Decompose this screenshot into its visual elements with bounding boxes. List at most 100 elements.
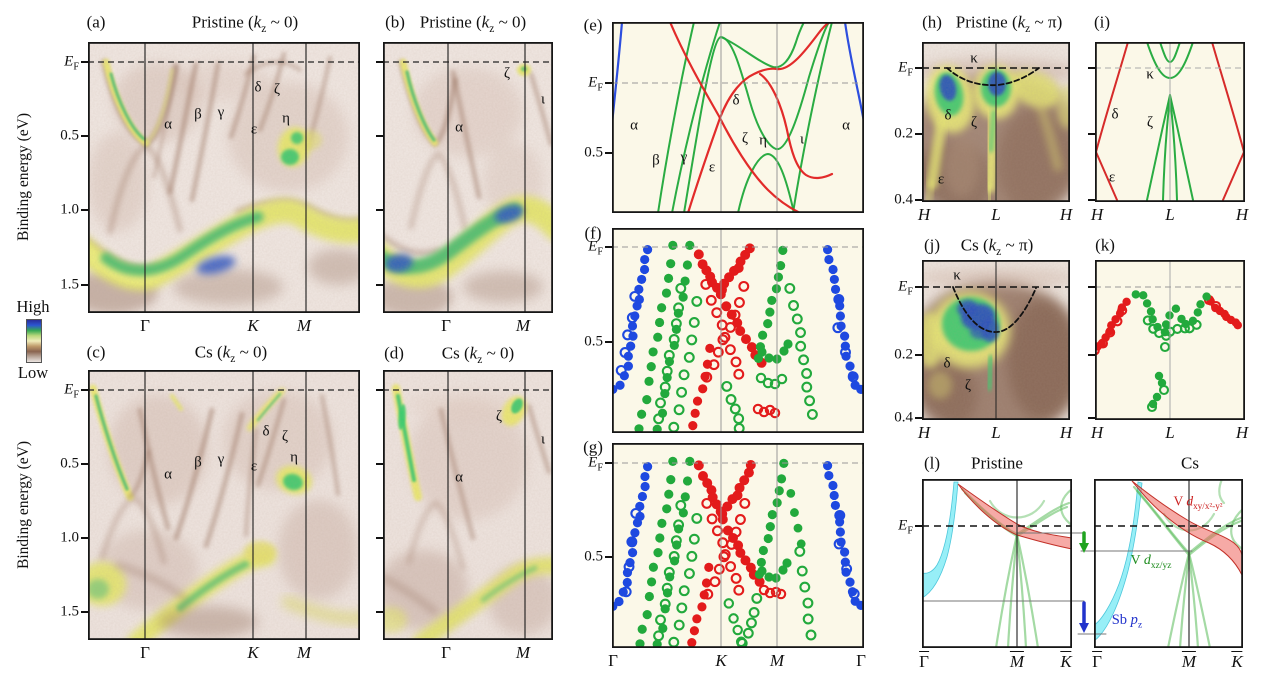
data-point <box>778 565 788 575</box>
data-point <box>643 245 653 255</box>
data-point <box>735 636 747 648</box>
y-tick-mark <box>376 389 383 391</box>
data-point <box>758 406 770 418</box>
y-tick-label: EF <box>588 454 603 474</box>
data-point <box>742 627 754 639</box>
data-point <box>717 334 729 346</box>
data-point <box>824 470 834 481</box>
data-point <box>765 522 775 532</box>
y-tick-label: 0.4 <box>894 409 913 426</box>
data-point <box>659 598 671 610</box>
data-point <box>784 282 796 294</box>
panel-a-canvas <box>88 42 360 313</box>
band-fill <box>1094 481 1143 642</box>
data-point <box>1142 299 1152 308</box>
y-tick-mark <box>915 199 922 201</box>
panel-title: Cs (kz ~ 0) <box>194 342 268 365</box>
band-path <box>1015 532 1040 648</box>
x-tick-label: M <box>296 316 312 335</box>
y-tick-mark <box>1088 354 1095 356</box>
panel-frame <box>88 42 360 313</box>
data-point <box>1112 316 1123 327</box>
data-point <box>659 381 671 393</box>
x-tick-label: M <box>296 643 312 662</box>
y-tick-label: 0.5 <box>584 548 603 565</box>
y-tick-label: 0.5 <box>60 455 79 472</box>
data-point <box>795 327 806 339</box>
data-point <box>668 240 678 250</box>
band-fill <box>1079 543 1089 553</box>
band-path <box>1095 151 1118 201</box>
data-point <box>668 551 680 562</box>
y-tick-mark <box>81 611 88 613</box>
panel-l_gap <box>1072 479 1094 648</box>
data-point <box>738 280 750 292</box>
data-point <box>823 461 833 471</box>
data-point <box>663 566 675 578</box>
data-point <box>623 561 635 573</box>
data-point <box>713 563 725 575</box>
colorbar-low-label: Low <box>17 363 49 382</box>
data-point <box>730 356 742 368</box>
y-tick-label: 0.2 <box>894 346 913 363</box>
panel-l_right-canvas <box>1094 479 1243 648</box>
data-point <box>668 334 680 345</box>
data-point <box>1158 384 1170 396</box>
panel-title: (g) <box>583 437 603 457</box>
data-point <box>743 467 754 478</box>
data-point <box>776 373 788 385</box>
x-tick-label: Γ <box>919 651 929 671</box>
noise-texture <box>88 42 360 313</box>
data-point <box>769 378 781 390</box>
data-point <box>653 413 665 425</box>
x-tick-label: L <box>1165 423 1175 442</box>
data-point <box>757 347 767 357</box>
panel-title: Cs (kz ~ 0) <box>441 343 515 366</box>
panel-frame <box>383 42 553 313</box>
y-tick-label: 0.2 <box>894 125 913 142</box>
band-path <box>946 67 1040 87</box>
data-point <box>708 359 720 371</box>
data-point <box>845 577 855 587</box>
data-point <box>719 331 731 343</box>
data-point <box>793 523 803 533</box>
panel-a <box>88 42 360 313</box>
data-point <box>722 501 733 512</box>
data-point <box>758 330 768 340</box>
y-tick-mark <box>1088 133 1095 135</box>
data-point <box>705 294 717 306</box>
data-point <box>652 639 662 648</box>
data-point <box>673 519 685 531</box>
panel-e-canvas <box>612 22 864 213</box>
y-tick-label: EF <box>898 59 913 79</box>
data-point <box>840 331 850 341</box>
y-tick-label: EF <box>64 53 79 73</box>
data-point <box>692 614 702 624</box>
panel-frame <box>612 228 864 433</box>
y-tick-mark <box>1088 286 1095 288</box>
y-tick-mark <box>605 246 612 248</box>
panel-d-canvas <box>383 370 553 640</box>
band-path <box>720 22 805 69</box>
data-point <box>1196 300 1205 309</box>
data-point <box>663 349 675 361</box>
data-point <box>648 562 658 572</box>
panel-h-canvas <box>922 42 1070 202</box>
panel-title: (j) <box>923 235 941 255</box>
data-point <box>834 509 846 521</box>
panel-title: (i) <box>1093 12 1111 32</box>
panel-l_left <box>922 479 1072 648</box>
x-tick-label: K <box>247 316 259 335</box>
data-point <box>654 317 665 328</box>
data-point <box>732 490 743 501</box>
data-point <box>1161 320 1171 329</box>
band-path <box>1222 151 1245 201</box>
data-point <box>734 482 745 493</box>
panel-i <box>1095 42 1245 202</box>
data-point <box>690 408 700 418</box>
x-tick-label: Γ <box>140 316 150 335</box>
data-point <box>828 480 838 491</box>
data-point <box>686 334 698 346</box>
data-point <box>718 551 730 563</box>
data-point <box>661 582 673 594</box>
